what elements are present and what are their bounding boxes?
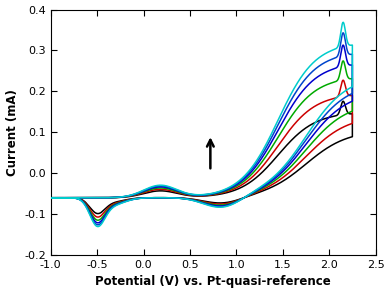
Y-axis label: Current (mA): Current (mA) [5,89,19,176]
X-axis label: Potential (V) vs. Pt-quasi-reference: Potential (V) vs. Pt-quasi-reference [95,275,331,288]
